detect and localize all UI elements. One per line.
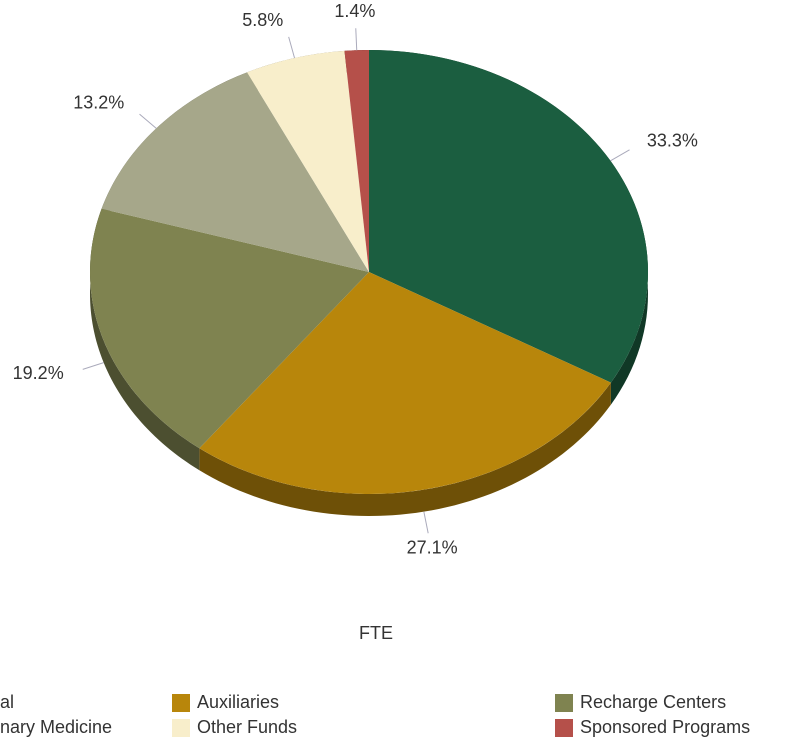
slice [344, 50, 369, 272]
leader-line [82, 362, 104, 370]
leader-line [423, 511, 429, 534]
slice-side [199, 382, 611, 516]
slice [199, 272, 611, 494]
legend-label: Sponsored Programs [580, 717, 750, 737]
slice [247, 50, 369, 272]
slice [89, 208, 369, 449]
legend-label: Auxiliaries [197, 692, 279, 712]
data-label: 13.2% [73, 93, 124, 113]
data-label: 33.3% [647, 131, 698, 151]
leader-line [288, 36, 296, 59]
legend-swatch [555, 694, 573, 712]
legend-label: Recharge Centers [580, 692, 726, 712]
chart-title: FTE [359, 623, 393, 643]
legend-swatch [172, 719, 190, 737]
legend-label: nary Medicine [0, 717, 112, 737]
legend-label: al [0, 692, 14, 712]
legend-swatch [172, 694, 190, 712]
data-label: 5.8% [242, 10, 283, 30]
leader-line [139, 113, 157, 129]
slice [369, 50, 649, 383]
data-label: 27.1% [407, 538, 458, 558]
slice [101, 72, 369, 272]
slice-side [90, 208, 200, 471]
leader-line [355, 28, 358, 51]
data-label: 1.4% [334, 1, 375, 21]
legend-swatch [555, 719, 573, 737]
data-label: 19.2% [13, 363, 64, 383]
leader-line [610, 149, 630, 162]
legend-label: Other Funds [197, 717, 297, 737]
